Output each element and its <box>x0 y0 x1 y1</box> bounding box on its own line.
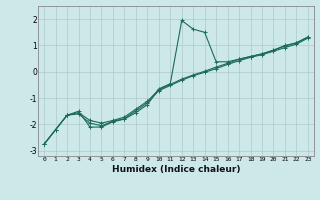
X-axis label: Humidex (Indice chaleur): Humidex (Indice chaleur) <box>112 165 240 174</box>
